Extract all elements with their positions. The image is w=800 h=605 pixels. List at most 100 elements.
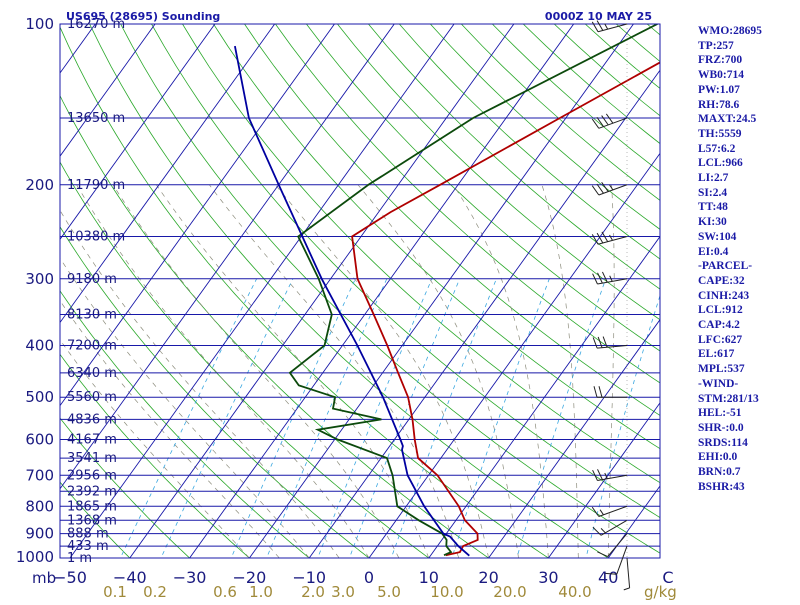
pressure-label-3: 400 <box>25 337 54 355</box>
height-label-1: 13650 m <box>67 111 125 126</box>
stat-6: MAXT:24.5 <box>698 112 798 127</box>
mixing-ratio-label-4: 2.0 <box>301 583 325 600</box>
mixing-ratio-line <box>115 279 257 570</box>
stat-23: MPL:537 <box>698 362 798 377</box>
stat-26: HEL:-51 <box>698 406 798 421</box>
stat-24: -WIND- <box>698 377 798 392</box>
isotherm <box>0 12 44 569</box>
stat-18: CINH:243 <box>698 289 798 304</box>
isotherm <box>181 12 582 569</box>
temp-label-2: −30 <box>173 568 207 587</box>
dry-adiabat <box>121 24 687 569</box>
wind-barb-flag <box>594 386 597 397</box>
height-label-2: 11790 m <box>67 178 125 193</box>
temp-label-9: 40 <box>598 568 618 587</box>
mixing-ratio-line <box>448 279 549 570</box>
dry-adiabat <box>152 24 748 569</box>
wind-barb-flag <box>597 552 607 557</box>
isotherm <box>2 12 403 569</box>
stat-17: CAPE:32 <box>698 274 798 289</box>
temp-label-0: −50 <box>53 568 87 587</box>
stat-28: SRDS:114 <box>698 436 798 451</box>
wind-barb-0 <box>624 558 630 590</box>
height-label-8: 5560 m <box>67 390 117 405</box>
mixing-ratio-line <box>262 279 387 570</box>
wind-barb-3 <box>593 520 627 535</box>
height-label-5: 8130 m <box>67 308 117 323</box>
mixing-ratio-line <box>514 279 606 570</box>
stat-31: BSHR:43 <box>698 480 798 495</box>
wind-barb-half <box>605 24 608 29</box>
stat-0: WMO:28695 <box>698 24 798 39</box>
wind-barb-half <box>601 528 605 532</box>
height-label-4: 9180 m <box>67 272 117 287</box>
temp-label-8: 30 <box>538 568 558 587</box>
wind-barb-flag <box>593 527 601 535</box>
stat-15: EI:0.4 <box>698 245 798 260</box>
stat-22: EL:617 <box>698 347 798 362</box>
pressure-label-6: 700 <box>25 466 54 484</box>
wind-barb-shaft <box>617 546 627 574</box>
stat-25: STM:281/13 <box>698 392 798 407</box>
height-label-13: 2392 m <box>67 484 117 499</box>
stat-3: WB0:714 <box>698 68 798 83</box>
mixing-ratio-line <box>583 279 665 570</box>
chart-title: US695 (28695) Sounding <box>66 10 220 23</box>
wind-barb-10 <box>592 182 627 195</box>
height-label-9: 4836 m <box>67 412 117 427</box>
wind-barb-7 <box>593 337 627 349</box>
height-label-14: 1865 m <box>67 499 117 514</box>
mixing-ratio-label-8: 20.0 <box>493 583 526 600</box>
chart-datetime: 0000Z 10 MAY 25 <box>545 10 652 23</box>
mixing-ratio-line <box>313 279 432 570</box>
mb-unit-label: mb <box>32 569 56 587</box>
dry-adiabat <box>0 24 323 569</box>
pressure-label-5: 600 <box>25 431 54 449</box>
stats-panel: WMO:28695 TP:257 FRZ:700 WB0:714 PW:1.07… <box>698 24 798 495</box>
stat-13: KI:30 <box>698 215 798 230</box>
temp-label-5: 0 <box>364 568 374 587</box>
wind-barb-half <box>610 235 613 240</box>
stat-5: RH:78.6 <box>698 98 798 113</box>
stat-1: TP:257 <box>698 39 798 54</box>
stat-14: SW:104 <box>698 230 798 245</box>
wind-barb-flag <box>592 186 599 195</box>
height-label-3: 10380 m <box>67 229 125 244</box>
moist-adiabat <box>18 185 309 558</box>
stat-2: FRZ:700 <box>698 53 798 68</box>
wind-barb-half <box>600 510 603 515</box>
pressure-label-7: 800 <box>25 497 54 515</box>
wind-barb-flag <box>602 272 607 282</box>
mixing-ratio-line <box>226 279 355 570</box>
wind-barb-8 <box>593 272 627 284</box>
pressure-label-4: 500 <box>25 388 54 406</box>
height-label-7: 6340 m <box>67 366 117 381</box>
wind-barb-shaft <box>627 558 630 588</box>
stat-19: LCL:912 <box>698 303 798 318</box>
stat-21: LFC:627 <box>698 333 798 348</box>
dry-adiabat <box>0 24 262 569</box>
stat-16: -PARCEL- <box>698 259 798 274</box>
plot-layer <box>0 12 800 569</box>
stat-8: L57:6.2 <box>698 142 798 157</box>
mixing-ratio-line <box>345 279 460 570</box>
height-label-10: 4167 m <box>67 433 117 448</box>
pressure-label-1: 200 <box>25 176 54 194</box>
stat-27: SHR-:0.0 <box>698 421 798 436</box>
mixing-ratio-unit: g/kg <box>644 583 677 600</box>
isotherm <box>241 12 642 569</box>
wind-barb-half <box>624 588 630 590</box>
plot-frame <box>60 24 660 558</box>
mixing-ratio-label-2: 0.6 <box>213 583 237 600</box>
pressure-label-8: 900 <box>25 525 54 543</box>
dry-adiabat <box>0 24 384 569</box>
wind-barb-half <box>609 185 612 190</box>
wind-barb-flag <box>592 22 598 32</box>
stat-4: PW:1.07 <box>698 83 798 98</box>
mixing-ratio-label-5: 3.0 <box>331 583 355 600</box>
mixing-ratio-label-9: 40.0 <box>558 583 591 600</box>
mixing-ratio-label-1: 0.2 <box>143 583 167 600</box>
stat-9: LCL:966 <box>698 156 798 171</box>
